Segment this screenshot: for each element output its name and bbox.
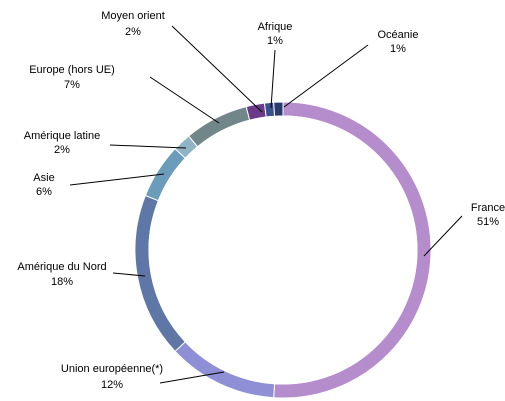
leader-line	[69, 173, 165, 186]
slice-label: Asie	[33, 172, 54, 184]
slice-value: 2%	[54, 144, 70, 156]
leader-line	[270, 49, 276, 109]
slice-value: 2%	[125, 26, 141, 38]
donut-inner-edge	[148, 115, 418, 385]
slice-label: Union européenne(*)	[61, 363, 163, 375]
leader-line	[112, 272, 146, 277]
slice-value: 1%	[267, 35, 283, 47]
slice-label: Océanie	[378, 29, 419, 41]
donut-slice	[273, 101, 432, 399]
donut-slice	[273, 101, 284, 117]
slice-label: France	[471, 202, 505, 214]
slice-value: 18%	[51, 276, 73, 288]
leader-line	[159, 371, 225, 384]
slice-value: 1%	[390, 43, 406, 55]
donut-slice	[134, 194, 187, 353]
leader-line	[109, 144, 187, 149]
slice-value: 12%	[101, 379, 123, 391]
slice-label: Amérique latine	[24, 130, 100, 142]
leader-line	[171, 25, 263, 113]
leader-line	[149, 76, 220, 124]
leader-line	[423, 215, 463, 257]
slice-value: 7%	[64, 79, 80, 91]
donut-slice	[187, 106, 251, 148]
slice-value: 51%	[477, 216, 499, 228]
slice-label: Afrique	[258, 21, 293, 33]
donut-slice	[263, 101, 276, 118]
leader-line	[283, 44, 369, 108]
donut-slice	[144, 147, 187, 202]
slice-value: 6%	[36, 186, 52, 198]
slice-label: Amérique du Nord	[17, 261, 106, 273]
slice-label: Europe (hors UE)	[29, 64, 115, 76]
slice-label: Moyen orient	[101, 10, 165, 22]
donut-slice	[174, 341, 276, 399]
